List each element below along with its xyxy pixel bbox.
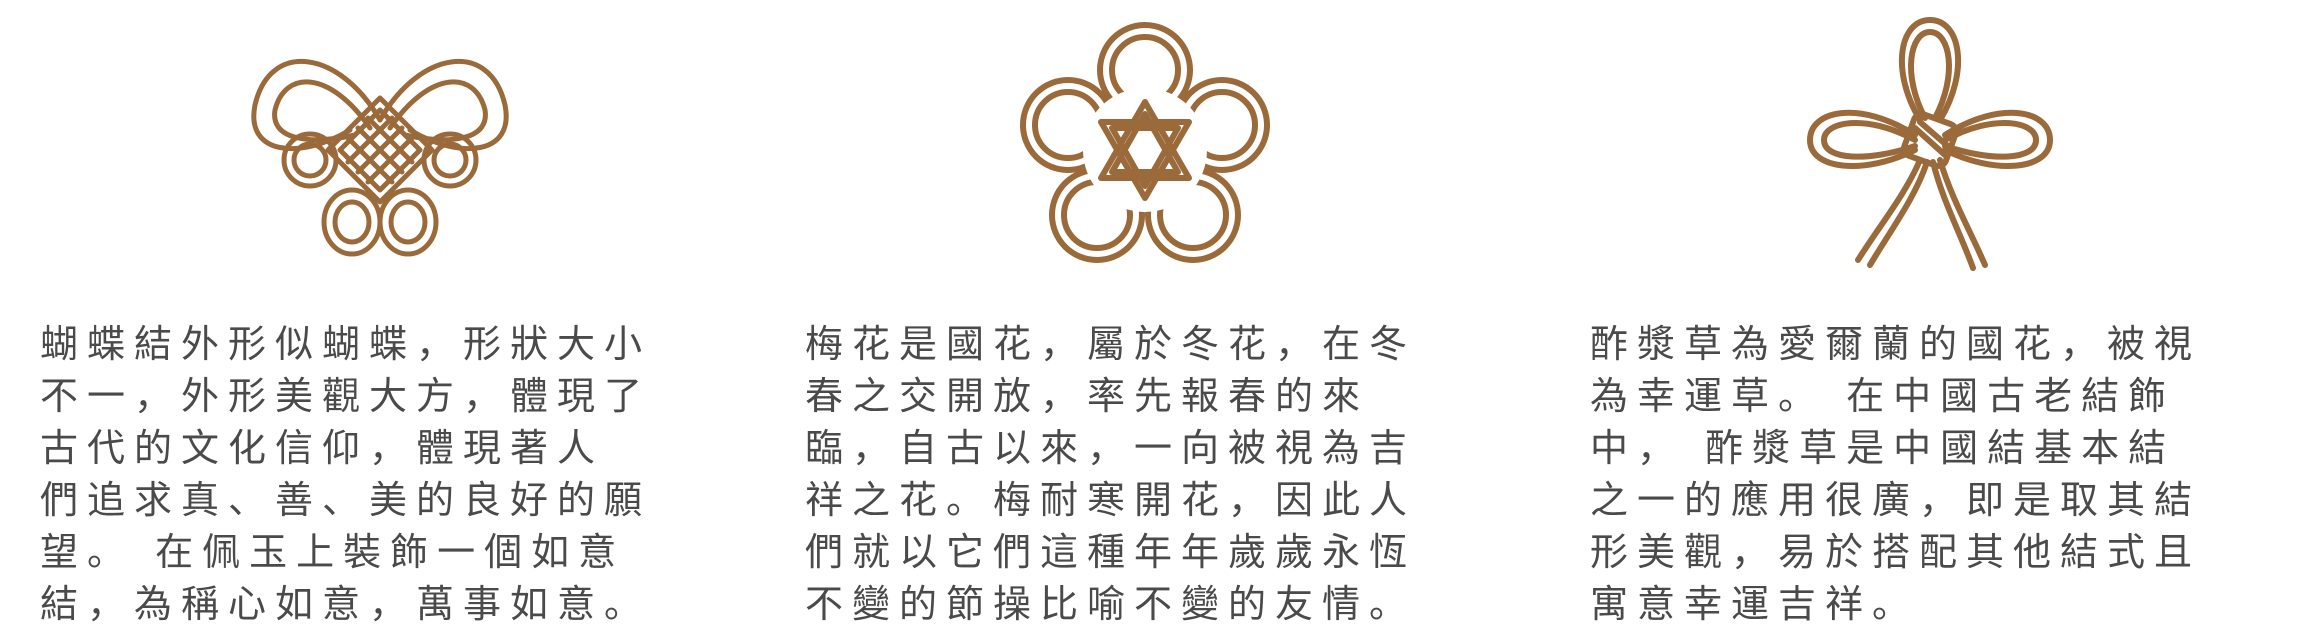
butterfly-knot-icon	[230, 10, 530, 285]
clover-knot-description: 酢漿草為愛爾蘭的國花，被視 為幸運草。 在中國古老結飾 中， 酢漿草是中國結基本…	[1590, 322, 2202, 626]
butterfly-knot-description: 蝴蝶結外形似蝴蝶，形狀大小 不一，外形美觀大方，體現了 古代的文化信仰，體現著人…	[40, 322, 652, 626]
plum-blossom-knot-description: 梅花是國花，屬於冬花，在冬 春之交開放，率先報春的來 臨，自古以來，一向被視為吉…	[805, 322, 1417, 626]
knot-card-butterfly: 蝴蝶結外形似蝴蝶，形狀大小 不一，外形美觀大方，體現了 古代的文化信仰，體現著人…	[40, 0, 720, 640]
knot-card-clover: 酢漿草為愛爾蘭的國花，被視 為幸運草。 在中國古老結飾 中， 酢漿草是中國結基本…	[1590, 0, 2270, 640]
plum-blossom-knot-icon	[995, 10, 1295, 285]
knot-card-plum-blossom: 梅花是國花，屬於冬花，在冬 春之交開放，率先報春的來 臨，自古以來，一向被視為吉…	[805, 0, 1485, 640]
clover-knot-icon	[1780, 10, 2080, 285]
